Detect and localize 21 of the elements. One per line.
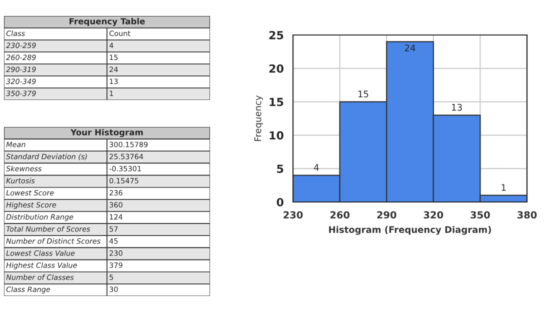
y-axis-title: Frequency (254, 95, 263, 141)
y-tick-label: 0 (276, 198, 284, 206)
text: Your Histogram (70, 128, 143, 138)
x-tick-label: 230 (284, 211, 303, 219)
data-label: 24 (404, 44, 416, 52)
y-tick-label: 15 (270, 98, 284, 106)
y-tick-label: 5 (277, 164, 284, 173)
data-label: 15 (358, 90, 368, 98)
x-tick-label: 260 (330, 211, 350, 219)
data-label: 4 (314, 164, 319, 171)
y-tick-label: 20 (269, 64, 284, 73)
x-tick-label: 290 (377, 211, 396, 219)
x-axis-title: Histogram (Frequency Diagram) (329, 226, 491, 235)
y-tick-label: 25 (269, 30, 284, 40)
text: Frequency Table (70, 18, 145, 26)
x-tick-label: 380 (518, 211, 537, 219)
x-tick-label: 320 (424, 211, 444, 219)
x-tick-label: 350 (470, 211, 490, 219)
data-label: 1 (502, 184, 506, 191)
data-label: 13 (452, 104, 462, 111)
y-tick-label: 10 (270, 131, 284, 140)
